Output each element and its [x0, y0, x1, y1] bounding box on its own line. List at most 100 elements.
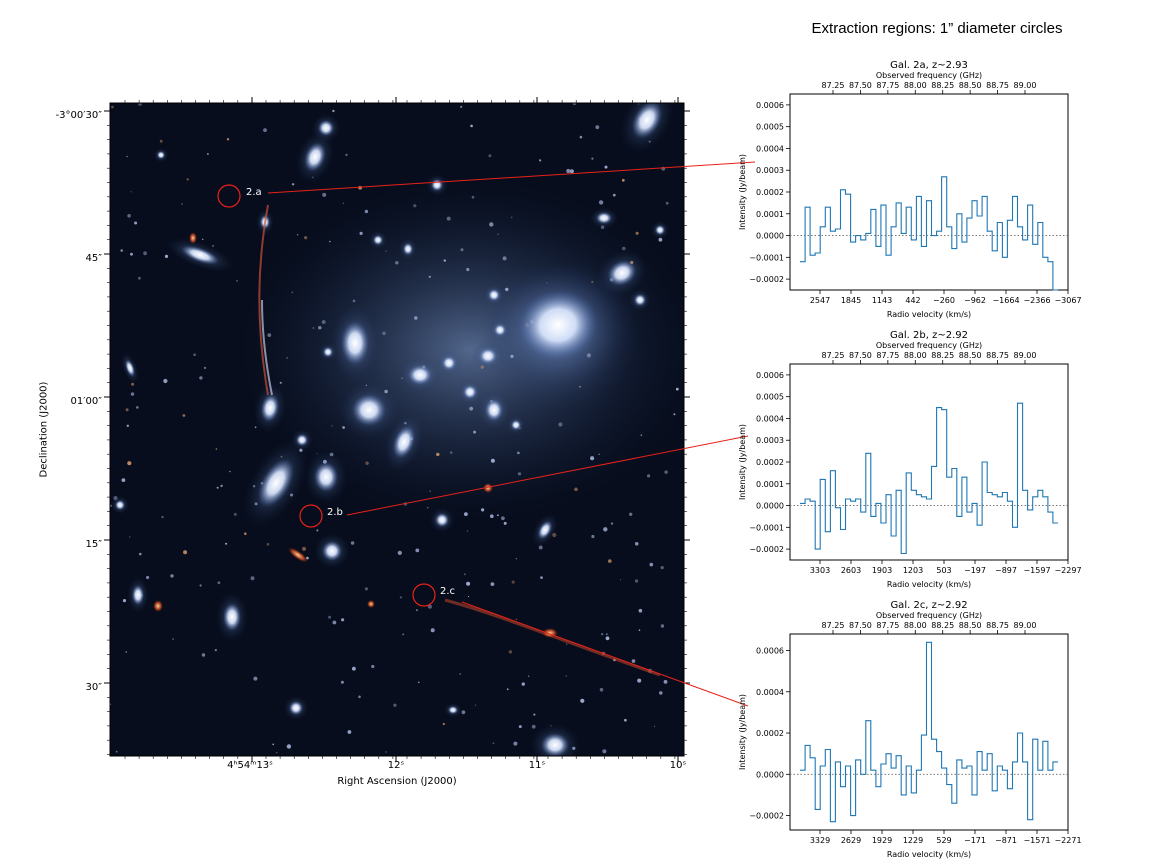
background-source	[212, 245, 214, 247]
background-source	[649, 562, 654, 567]
background-source	[236, 280, 238, 282]
background-source	[359, 231, 363, 235]
background-source	[501, 516, 505, 521]
spectrum-xtick-label: 442	[905, 296, 920, 305]
background-source	[395, 261, 399, 265]
background-source	[565, 675, 567, 677]
background-source	[531, 724, 536, 729]
image-ytick-label: 01′00″	[70, 396, 102, 407]
spectrum-ytick-label: 0.0000	[756, 770, 784, 779]
background-source	[250, 576, 255, 581]
spectrum-ytick-label: 0.0001	[756, 480, 784, 489]
spectrum-xtick-label: 1929	[872, 836, 892, 845]
image-ylabel: Declination (J2000)	[38, 381, 50, 478]
galaxy	[223, 603, 241, 631]
background-source	[229, 470, 231, 473]
spectrum-series-line	[800, 641, 1058, 823]
image-ytick-label: 45″	[85, 253, 102, 264]
background-source	[637, 678, 642, 683]
image-xtick-label: 4ʰ54ᵐ13ˢ	[227, 760, 273, 771]
background-source	[460, 248, 464, 252]
background-source	[172, 638, 174, 640]
background-source	[634, 579, 639, 583]
lensed-arc	[444, 598, 661, 677]
spectrum-top-tick-label: 88.00	[904, 81, 927, 90]
region-connector-line	[267, 161, 756, 194]
background-source	[490, 458, 495, 463]
background-source	[579, 135, 583, 139]
extraction-region-circle	[217, 184, 241, 208]
spectrum-ytick-label: 0.0002	[756, 458, 784, 467]
background-source	[675, 387, 679, 391]
spectrum-series-line	[800, 176, 1058, 291]
spectrum-top-tick-label: 87.50	[849, 81, 872, 90]
background-source	[635, 231, 639, 235]
spectrum-frame	[789, 633, 1069, 831]
sky-image	[110, 103, 684, 756]
background-source	[127, 214, 131, 218]
background-source	[490, 582, 495, 586]
extraction-region-circle	[299, 504, 323, 528]
galaxy	[518, 289, 598, 361]
background-source	[125, 651, 128, 653]
background-source	[143, 251, 148, 256]
background-source	[115, 750, 118, 753]
spectrum-top-tick-label: 88.00	[904, 351, 927, 360]
spectrum-top-tick-label: 87.75	[876, 81, 899, 90]
background-source	[466, 267, 470, 272]
galaxy	[485, 399, 503, 421]
background-source	[663, 680, 668, 684]
image-xlabel: Right Ascension (J2000)	[337, 776, 457, 787]
spectrum-ylabel: Intensity (Jy/beam)	[738, 154, 747, 230]
background-source	[276, 751, 278, 754]
image-ytick-label: -3°00′30″	[55, 110, 102, 121]
background-source	[183, 550, 188, 555]
background-source	[510, 216, 513, 219]
background-source	[364, 209, 369, 214]
background-source	[364, 587, 368, 591]
galaxy	[488, 289, 500, 301]
spectrum-ytick-label: 0.0006	[756, 101, 784, 110]
spectrum-xtick-label: −260	[933, 296, 955, 305]
galaxy	[392, 425, 416, 459]
spectrum-ytick-label: 0.0004	[756, 688, 784, 697]
galaxy	[494, 324, 506, 336]
spectrum-xlabel: Radio velocity (km/s)	[887, 580, 971, 589]
spectrum-frame	[789, 93, 1069, 291]
red-source	[287, 547, 309, 563]
background-source	[631, 659, 636, 663]
background-source	[621, 178, 625, 182]
background-source	[673, 413, 676, 416]
galaxy	[463, 385, 477, 399]
red-source	[189, 232, 197, 244]
spectrum-ytick-label: 0.0001	[756, 210, 784, 219]
background-source	[558, 422, 563, 427]
spectrum-ytick-label: 0.0006	[756, 647, 784, 656]
background-source	[170, 574, 174, 578]
spectrum-xtick-label: 2547	[810, 296, 830, 305]
background-source	[467, 595, 470, 598]
background-source	[460, 105, 463, 108]
background-source	[342, 202, 345, 204]
spectrum-top-tick-label: 88.25	[931, 621, 954, 630]
background-source	[358, 695, 361, 699]
background-source	[515, 558, 517, 560]
background-source	[199, 584, 202, 587]
galaxy	[537, 520, 553, 540]
galaxy	[448, 706, 458, 714]
background-source	[464, 573, 466, 576]
background-source	[331, 425, 333, 427]
background-source	[464, 512, 468, 516]
spectrum-xlabel: Radio velocity (km/s)	[887, 850, 971, 859]
spectrum-ytick-label: 0.0004	[756, 144, 784, 153]
spectrum-ytick-label: 0.0004	[756, 414, 784, 423]
background-source	[126, 155, 128, 158]
spectrum-ytick-label: 0.0003	[756, 436, 784, 445]
spectrum-ytick-label: −0.0002	[749, 545, 784, 554]
galaxy	[442, 356, 456, 370]
background-source	[163, 378, 168, 384]
background-source	[653, 725, 656, 728]
lensed-arc	[261, 299, 273, 396]
